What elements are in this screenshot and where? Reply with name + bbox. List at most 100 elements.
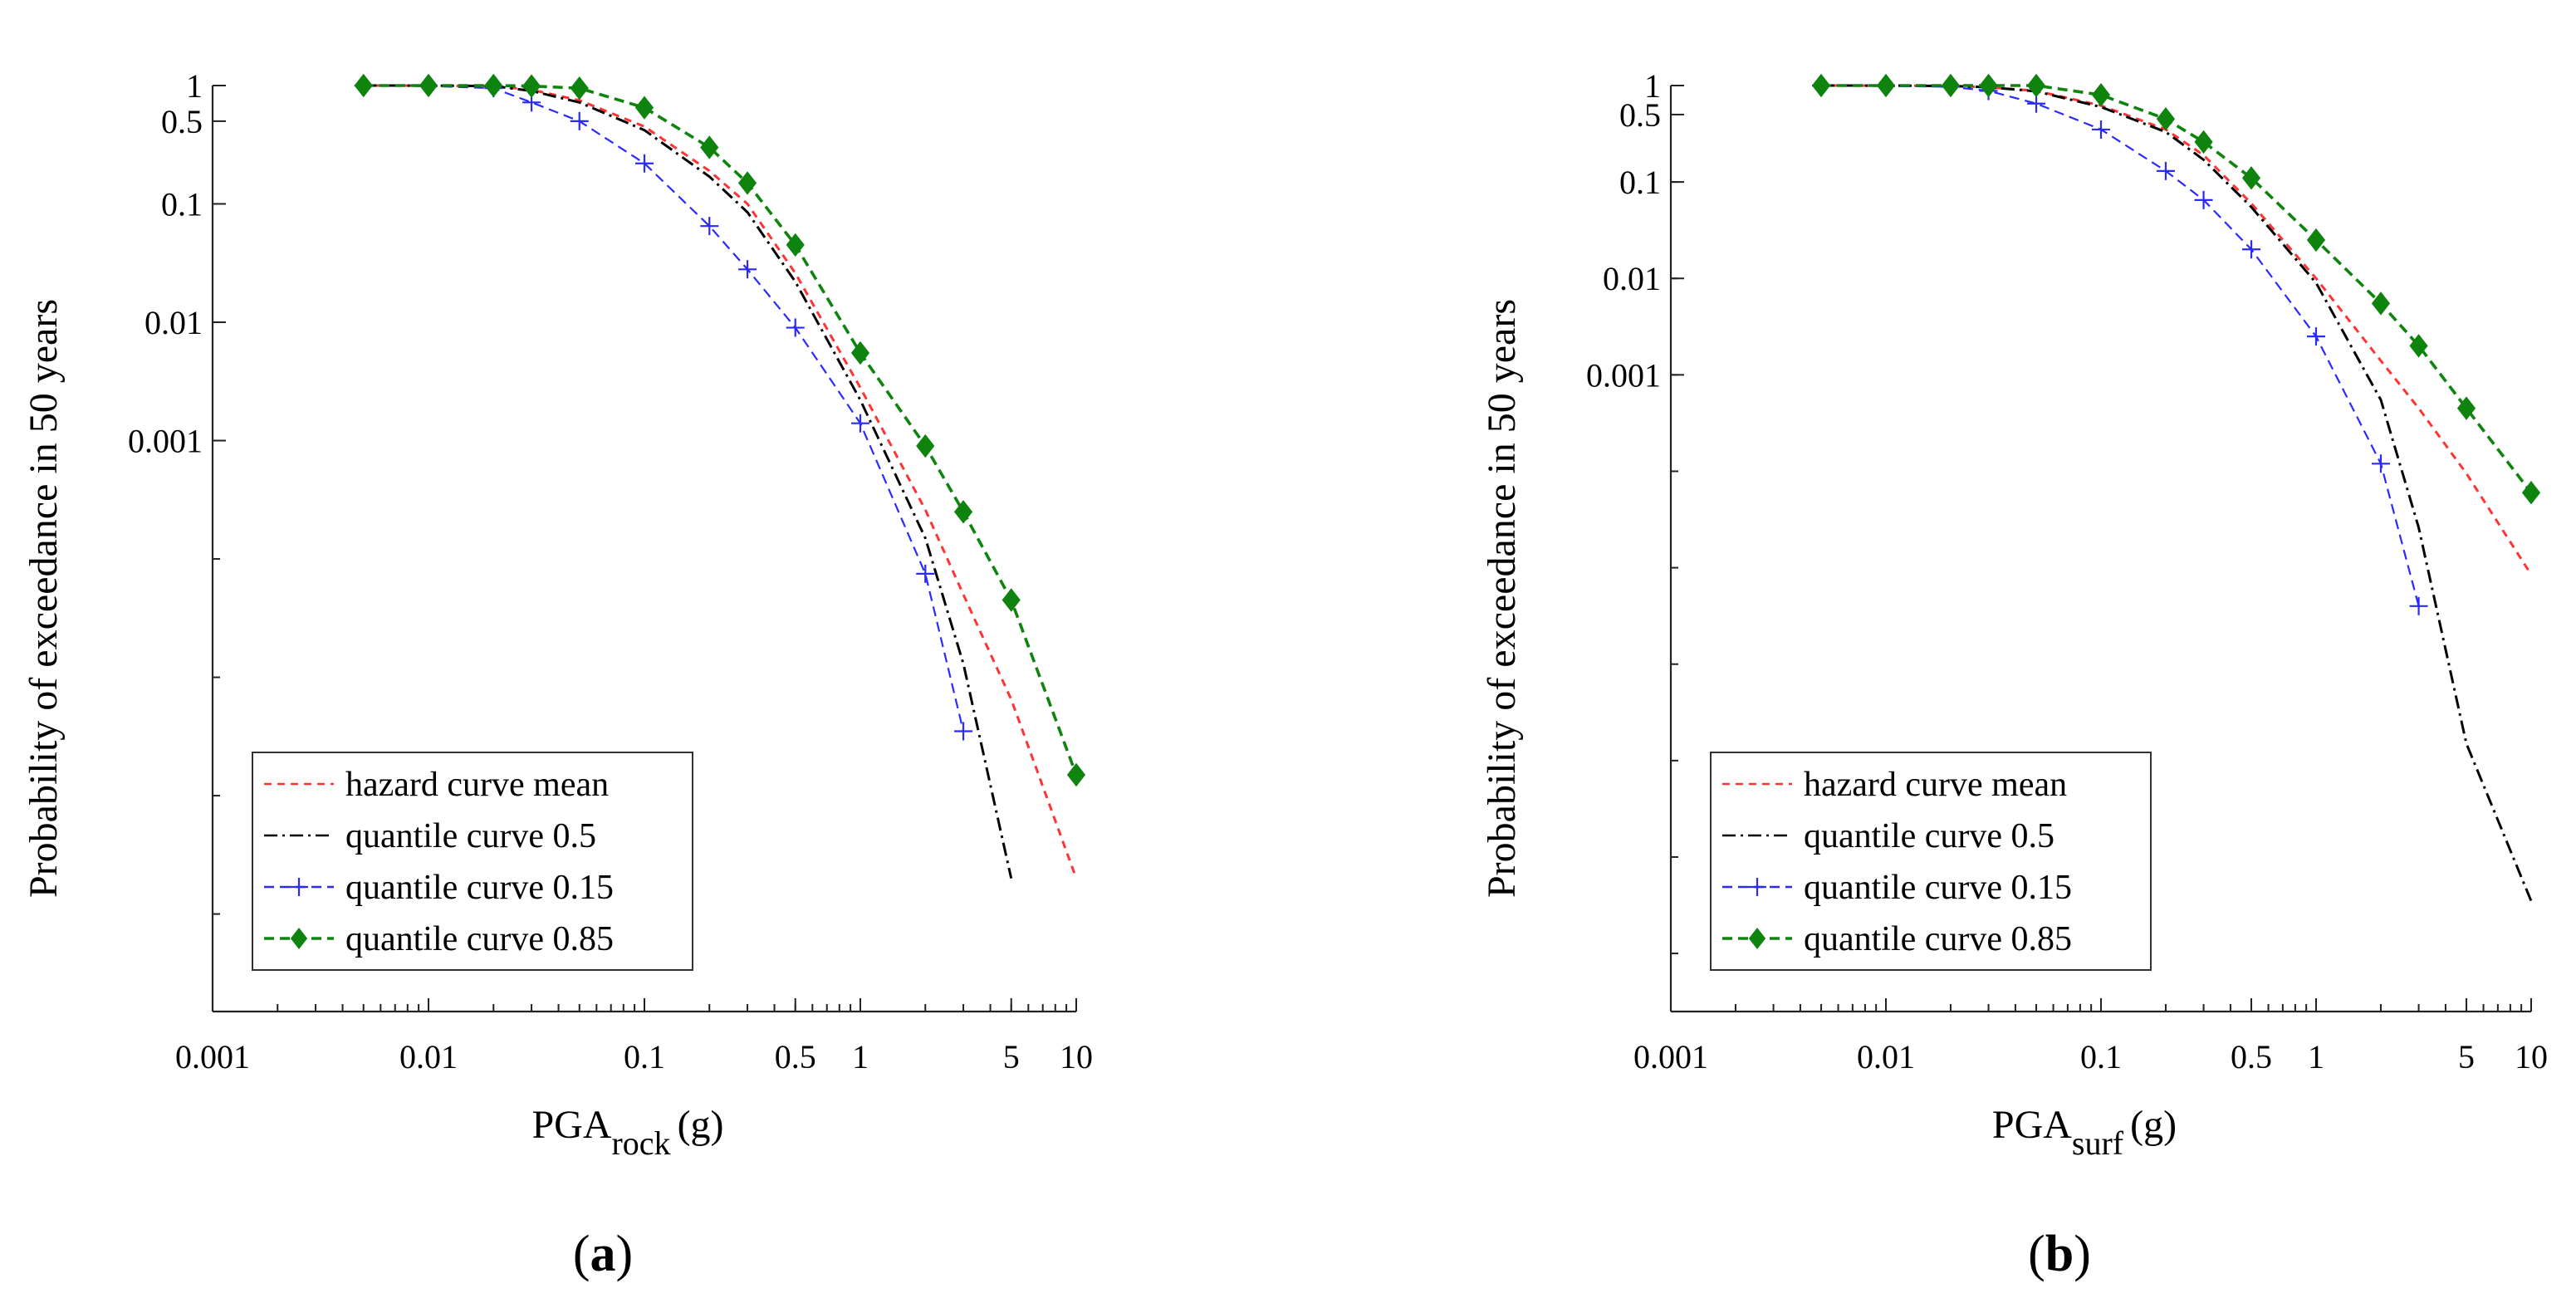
data-point-diamond bbox=[1002, 588, 1021, 612]
panel-label: (b) bbox=[2028, 1226, 2091, 1282]
panel-label: (a) bbox=[573, 1226, 633, 1282]
data-point-diamond bbox=[634, 96, 654, 120]
series-line bbox=[1821, 84, 2533, 494]
x-tick-label: 0.5 bbox=[2231, 1038, 2272, 1075]
data-point-diamond bbox=[850, 340, 870, 365]
data-point-diamond bbox=[737, 171, 757, 195]
series-quantile-curve-015 bbox=[354, 76, 973, 741]
x-tick-label: 0.1 bbox=[2080, 1038, 2122, 1075]
panel-label-letter: b bbox=[2045, 1226, 2074, 1282]
series-quantile-curve-085 bbox=[1811, 73, 2541, 505]
x-axis-title: PGAsurf (g) bbox=[1992, 1103, 2177, 1162]
chart-panel-a: 0.001 0.01 0.1 0.5 1 5 1010.50.10.010.001Proba… bbox=[22, 67, 1093, 1282]
y-tick-label: 0.001 bbox=[128, 423, 203, 460]
legend-label: hazard curve mean bbox=[345, 766, 609, 804]
panel-label-letter: a bbox=[590, 1226, 616, 1282]
data-point-plus bbox=[954, 722, 973, 741]
x-tick-label: 1 bbox=[2308, 1038, 2324, 1075]
legend-item: quantile curve 0.85 bbox=[1722, 920, 2072, 958]
y-tick-label: 0.1 bbox=[1619, 164, 1661, 201]
data-point-plus bbox=[916, 564, 935, 583]
legend-item: quantile curve 0.85 bbox=[264, 920, 614, 958]
legend-label: quantile curve 0.85 bbox=[1804, 920, 2072, 958]
x-axis-title: PGArock (g) bbox=[531, 1103, 723, 1162]
legend: hazard curve mean quantile curve 0.5 quant… bbox=[252, 752, 693, 971]
data-point-diamond bbox=[2194, 130, 2213, 154]
data-point-plus bbox=[2371, 454, 2390, 473]
data-point-diamond bbox=[2241, 166, 2261, 190]
data-point-diamond bbox=[484, 73, 503, 98]
x-tick-label: 0.001 bbox=[1633, 1038, 1708, 1075]
y-tick-label: 0.01 bbox=[1603, 260, 1661, 297]
legend-label: quantile curve 0.15 bbox=[345, 869, 614, 907]
data-point-diamond bbox=[916, 434, 935, 458]
data-point-plus bbox=[2307, 327, 2325, 346]
x-tick-label: 0.001 bbox=[175, 1038, 250, 1075]
legend-label: quantile curve 0.15 bbox=[1804, 869, 2072, 907]
series-quantile-curve-015 bbox=[1812, 76, 2428, 615]
data-point-diamond bbox=[1811, 73, 1831, 98]
x-tick-label: 0.01 bbox=[1857, 1038, 1915, 1075]
data-point-plus bbox=[738, 260, 757, 279]
data-point-plus bbox=[851, 414, 869, 433]
y-tick-label: 1 bbox=[186, 67, 203, 105]
x-axis-title-main: PGA bbox=[531, 1103, 611, 1147]
series-hazard-curve-mean bbox=[1820, 84, 2533, 576]
data-point-diamond bbox=[2521, 481, 2541, 505]
data-point-plus bbox=[2092, 120, 2110, 139]
x-tick-label: 10 bbox=[2515, 1038, 2548, 1075]
data-point-plus bbox=[2194, 190, 2213, 209]
y-tick-label: 1 bbox=[1644, 67, 1661, 105]
data-point-diamond bbox=[570, 76, 589, 100]
series-line bbox=[363, 84, 965, 732]
panel-label-close-paren: ) bbox=[2074, 1226, 2091, 1282]
chart-panel-b: 0.001 0.01 0.1 0.5 1 5 1010.50.10.010.001Proba… bbox=[1480, 67, 2548, 1282]
data-point-diamond bbox=[419, 73, 438, 98]
data-point-plus bbox=[635, 154, 654, 173]
data-point-plus bbox=[2409, 596, 2428, 615]
data-point-plus bbox=[2027, 94, 2046, 113]
legend-label: quantile curve 0.5 bbox=[345, 817, 596, 855]
x-axis-title-unit: (g) bbox=[2130, 1103, 2177, 1147]
x-axis-title-subscript: rock bbox=[611, 1124, 670, 1162]
x-tick-label: 0.1 bbox=[624, 1038, 665, 1075]
y-tick-label: 0.5 bbox=[161, 103, 203, 140]
data-point-diamond bbox=[2456, 396, 2476, 420]
data-point-diamond bbox=[2409, 334, 2428, 358]
data-point-diamond bbox=[700, 135, 719, 159]
data-point-diamond bbox=[2091, 83, 2111, 107]
panel-label-open-paren: ( bbox=[573, 1226, 590, 1282]
legend-marker-plus bbox=[290, 878, 308, 896]
legend-item: hazard curve mean bbox=[1722, 766, 2067, 804]
data-point-diamond bbox=[786, 233, 805, 257]
series-line bbox=[1820, 84, 2533, 576]
legend-box bbox=[1710, 752, 2152, 971]
x-axis-title-subscript: surf bbox=[2072, 1124, 2124, 1162]
y-tick-label: 0.1 bbox=[161, 186, 203, 223]
legend-label: hazard curve mean bbox=[1804, 766, 2067, 804]
legend-item: hazard curve mean bbox=[264, 766, 609, 804]
legend-item: quantile curve 0.5 bbox=[264, 817, 596, 855]
data-point-plus bbox=[2156, 161, 2175, 180]
series-quantile-curve-085 bbox=[354, 73, 1086, 787]
series-line bbox=[1820, 84, 2420, 607]
data-point-diamond bbox=[354, 73, 373, 98]
data-point-diamond bbox=[2156, 107, 2176, 131]
legend-marker-diamond bbox=[1748, 928, 1766, 949]
legend-box bbox=[252, 752, 693, 971]
legend-label: quantile curve 0.5 bbox=[1804, 817, 2054, 855]
x-tick-label: 1 bbox=[852, 1038, 869, 1075]
y-tick-label: 0.01 bbox=[144, 304, 203, 341]
data-point-plus bbox=[700, 217, 719, 236]
data-point-diamond bbox=[1941, 73, 1961, 98]
y-axis-title: Probability of exceedance in 50 years bbox=[22, 299, 66, 898]
legend-label: quantile curve 0.85 bbox=[345, 920, 614, 958]
panel-label-close-paren: ) bbox=[616, 1226, 634, 1282]
data-point-diamond bbox=[1979, 73, 1998, 98]
x-tick-label: 10 bbox=[1060, 1038, 1093, 1075]
x-tick-label: 5 bbox=[2458, 1038, 2475, 1075]
data-point-diamond bbox=[1876, 73, 1896, 98]
data-point-diamond bbox=[2306, 228, 2326, 252]
panel-label-open-paren: ( bbox=[2028, 1226, 2045, 1282]
